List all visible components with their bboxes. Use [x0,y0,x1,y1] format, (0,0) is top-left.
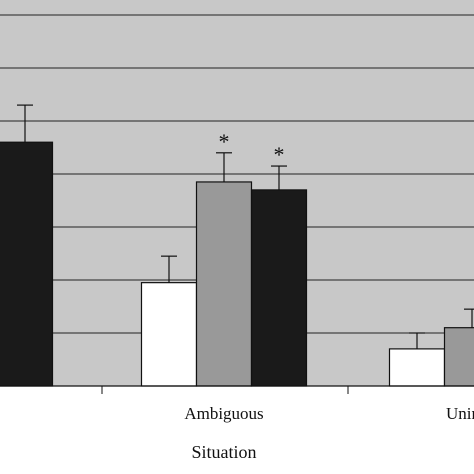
x-axis-title: Situation [191,442,256,462]
bar-1-1 [195,181,253,387]
bar-1-0 [140,282,198,387]
significance-marker: * [274,142,285,167]
error-bars [17,104,474,349]
bar-1-2 [250,189,308,387]
significance-marker: * [219,129,230,154]
x-axis: nalAmbiguousUninter [0,385,474,423]
bar-2-0 [388,348,446,387]
x-tick-label: Ambiguous [184,404,263,423]
bar-0-2 [0,141,54,387]
bar-2-1 [443,327,474,387]
annotations: ** [219,129,285,167]
x-tick-label: Uninter [446,404,474,423]
